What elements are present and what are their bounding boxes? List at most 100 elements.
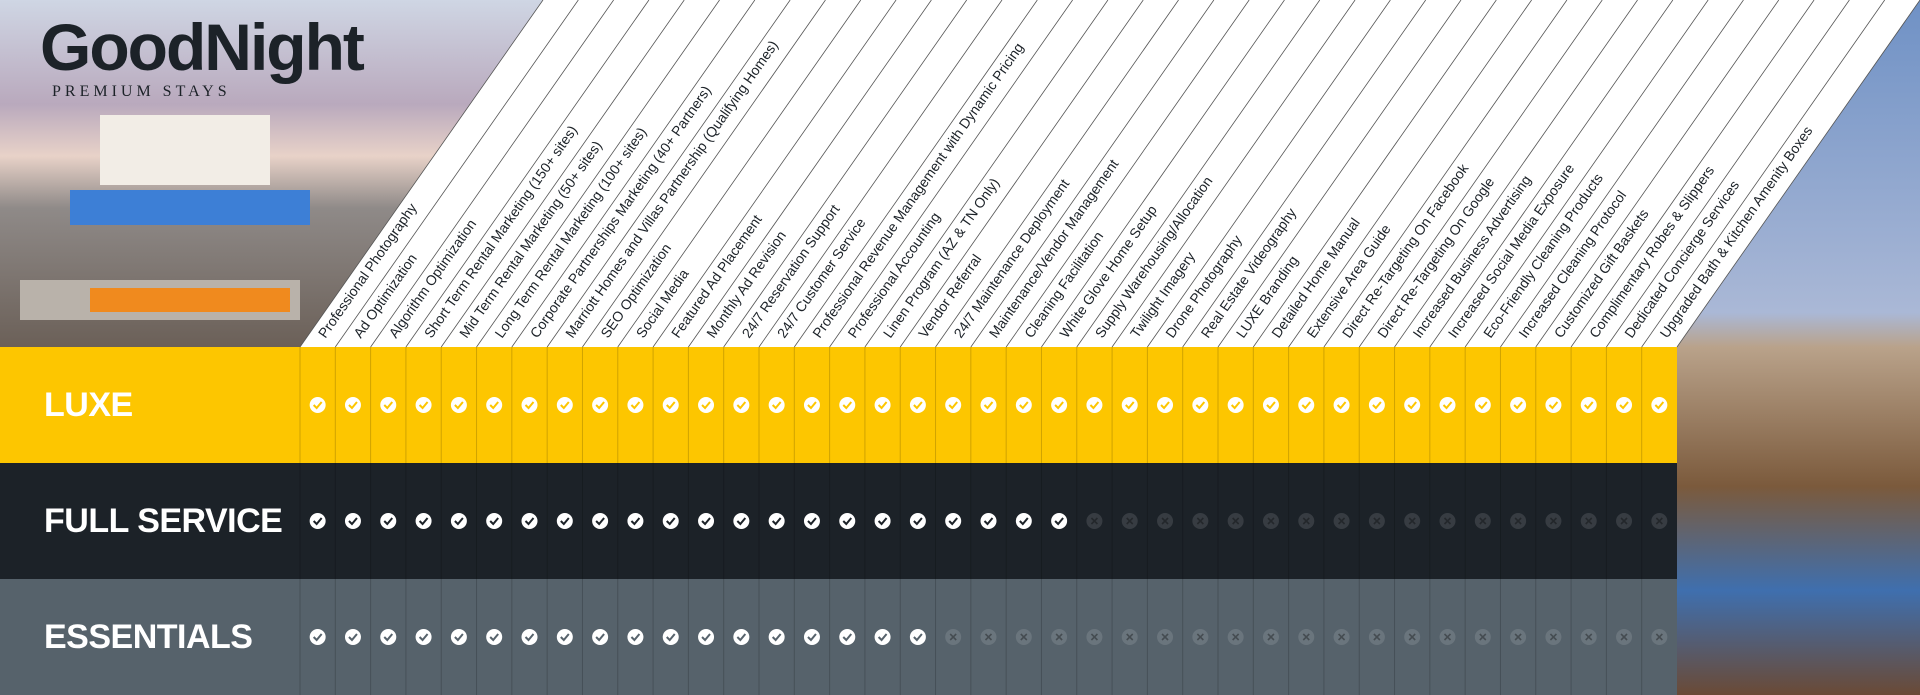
- check-circle: [415, 513, 432, 529]
- check-icon: [486, 629, 503, 645]
- header-divider: [723, 0, 968, 348]
- cross-mark: [1373, 517, 1381, 525]
- header-divider: [299, 0, 544, 348]
- cross-mark: [1549, 517, 1557, 525]
- header-divider: [1394, 0, 1638, 348]
- cross-mark: [1338, 633, 1346, 641]
- cross-icon: [1298, 629, 1315, 645]
- check-circle: [1333, 397, 1350, 413]
- cross-icon: [1439, 629, 1456, 645]
- check-mark: [348, 633, 358, 642]
- cross-mark: [1020, 633, 1028, 641]
- check-circle: [698, 629, 715, 645]
- check-circle: [309, 513, 326, 529]
- cross-icon: [1651, 629, 1668, 645]
- check-icon: [698, 397, 715, 413]
- cross-icon: [1545, 513, 1562, 529]
- check-mark: [383, 633, 394, 642]
- header-divider: [1217, 0, 1462, 348]
- check-circle: [1051, 397, 1068, 413]
- cross-icon: [1616, 513, 1633, 529]
- tier-name: LUXE: [44, 386, 133, 424]
- check-circle: [980, 513, 997, 529]
- check-circle: [450, 629, 467, 645]
- check-icon: [839, 513, 856, 529]
- check-mark: [348, 401, 358, 410]
- check-icon: [309, 629, 326, 645]
- check-mark: [736, 401, 747, 410]
- check-icon: [415, 397, 432, 413]
- check-icon: [627, 513, 644, 529]
- check-icon: [803, 397, 820, 413]
- check-icon: [698, 513, 715, 529]
- check-icon: [662, 513, 679, 529]
- cross-mark: [1161, 517, 1169, 525]
- cross-circle: [1545, 629, 1562, 645]
- cross-circle: [1227, 513, 1244, 529]
- cross-circle: [1580, 629, 1597, 645]
- cross-icon: [1157, 513, 1174, 529]
- cross-circle: [1051, 629, 1068, 645]
- check-circle: [698, 397, 715, 413]
- cross-icon: [1262, 513, 1279, 529]
- cross-circle: [1157, 629, 1174, 645]
- cross-mark: [1267, 517, 1275, 525]
- pool: [70, 190, 310, 225]
- check-circle: [733, 629, 750, 645]
- cross-mark: [1443, 633, 1452, 641]
- check-icon: [1227, 397, 1244, 413]
- check-circle: [1192, 397, 1209, 413]
- check-icon: [486, 397, 503, 413]
- check-circle: [839, 513, 856, 529]
- header-divider: [1182, 0, 1427, 348]
- cross-icon: [1474, 513, 1491, 529]
- cross-icon: [1404, 629, 1421, 645]
- check-circle: [662, 397, 679, 413]
- check-icon: [768, 513, 785, 529]
- check-icon: [592, 397, 609, 413]
- check-icon: [521, 397, 538, 413]
- header-divider: [1288, 0, 1532, 348]
- cross-icon: [1510, 629, 1527, 645]
- check-icon: [1616, 397, 1633, 413]
- cross-icon: [1086, 629, 1103, 645]
- check-icon: [945, 513, 962, 529]
- check-mark: [489, 401, 499, 410]
- cross-circle: [1510, 513, 1527, 529]
- check-mark: [1125, 401, 1135, 410]
- cross-icon: [1227, 513, 1244, 529]
- check-circle: [486, 513, 503, 529]
- cross-circle: [945, 629, 962, 645]
- check-mark: [418, 401, 429, 410]
- check-mark: [595, 633, 605, 642]
- check-mark: [1654, 401, 1665, 410]
- check-icon: [309, 513, 326, 529]
- cross-icon: [1051, 629, 1068, 645]
- check-circle: [1651, 397, 1668, 413]
- check-icon: [450, 629, 467, 645]
- tier-name: ESSENTIALS: [44, 618, 252, 656]
- check-mark: [489, 633, 499, 642]
- check-circle: [1121, 397, 1138, 413]
- cross-icon: [1439, 513, 1456, 529]
- check-mark: [1513, 401, 1523, 410]
- header-divider: [1606, 0, 1850, 348]
- cross-icon: [1333, 629, 1350, 645]
- check-mark: [418, 633, 429, 642]
- cross-mark: [949, 633, 957, 641]
- check-mark: [1584, 401, 1594, 410]
- check-mark: [1230, 401, 1241, 410]
- check-mark: [560, 517, 570, 526]
- check-mark: [666, 401, 676, 410]
- cross-circle: [1510, 629, 1527, 645]
- check-icon: [839, 629, 856, 645]
- check-mark: [666, 633, 676, 642]
- header-divider: [1252, 0, 1497, 348]
- check-circle: [309, 629, 326, 645]
- check-circle: [945, 513, 962, 529]
- check-circle: [874, 629, 891, 645]
- cross-mark: [1090, 633, 1098, 641]
- header-divider: [970, 0, 1215, 348]
- cross-circle: [1333, 513, 1350, 529]
- cross-mark: [1302, 517, 1310, 525]
